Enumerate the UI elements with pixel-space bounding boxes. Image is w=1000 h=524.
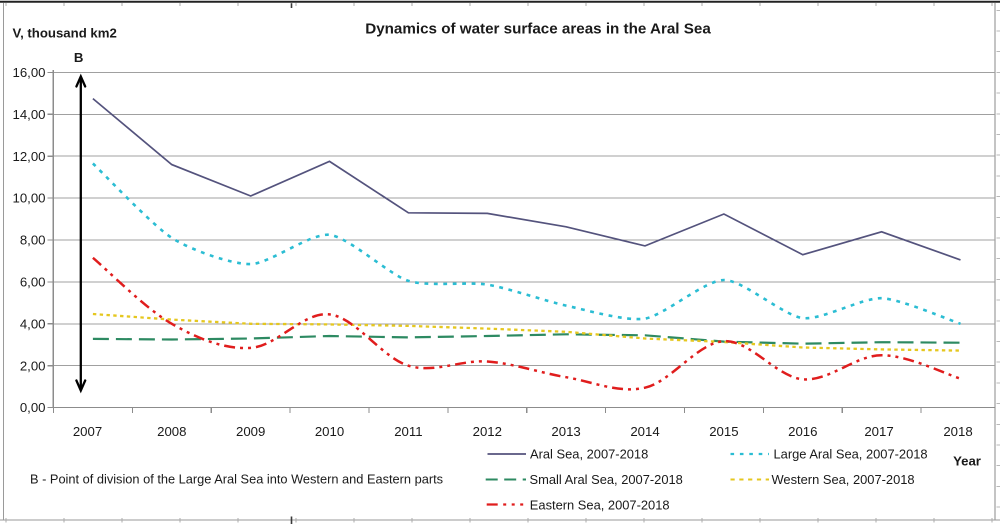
svg-text:8,00: 8,00 — [20, 233, 46, 248]
svg-text:2013: 2013 — [551, 424, 580, 439]
svg-text:Eastern Sea, 2007-2018: Eastern Sea, 2007-2018 — [530, 497, 670, 512]
svg-text:4,00: 4,00 — [20, 316, 46, 331]
svg-text:V, thousand km2: V, thousand km2 — [13, 26, 117, 41]
svg-text:2011: 2011 — [394, 424, 422, 439]
svg-text:2007: 2007 — [73, 424, 102, 439]
svg-text:Western Sea, 2007-2018: Western Sea, 2007-2018 — [772, 472, 915, 487]
svg-text:2008: 2008 — [157, 424, 186, 439]
svg-text:B: B — [74, 50, 84, 65]
svg-text:2015: 2015 — [709, 424, 738, 439]
svg-text:2014: 2014 — [630, 424, 659, 439]
svg-text:Small Aral Sea, 2007-2018: Small Aral Sea, 2007-2018 — [530, 472, 683, 487]
svg-text:0,00: 0,00 — [20, 400, 46, 415]
svg-text:2009: 2009 — [236, 424, 265, 439]
svg-text:2018: 2018 — [943, 424, 972, 439]
svg-text:2012: 2012 — [473, 424, 502, 439]
svg-text:14,00: 14,00 — [12, 107, 45, 122]
svg-text:Year: Year — [953, 454, 981, 469]
svg-text:2010: 2010 — [315, 424, 344, 439]
svg-text:2016: 2016 — [788, 424, 817, 439]
svg-text:Dynamics of water surface area: Dynamics of water surface areas in the A… — [365, 21, 711, 38]
svg-text:Aral Sea, 2007-2018: Aral Sea, 2007-2018 — [530, 447, 648, 462]
svg-text:12,00: 12,00 — [12, 149, 45, 164]
svg-text:16,00: 16,00 — [12, 65, 45, 80]
svg-text:B - Point of division of the L: B - Point of division of the Large Aral … — [30, 471, 443, 486]
svg-text:6,00: 6,00 — [20, 275, 46, 290]
svg-text:10,00: 10,00 — [12, 191, 45, 206]
svg-text:Large Aral Sea, 2007-2018: Large Aral Sea, 2007-2018 — [774, 447, 928, 462]
svg-text:2,00: 2,00 — [20, 358, 46, 373]
svg-text:2017: 2017 — [864, 424, 893, 439]
